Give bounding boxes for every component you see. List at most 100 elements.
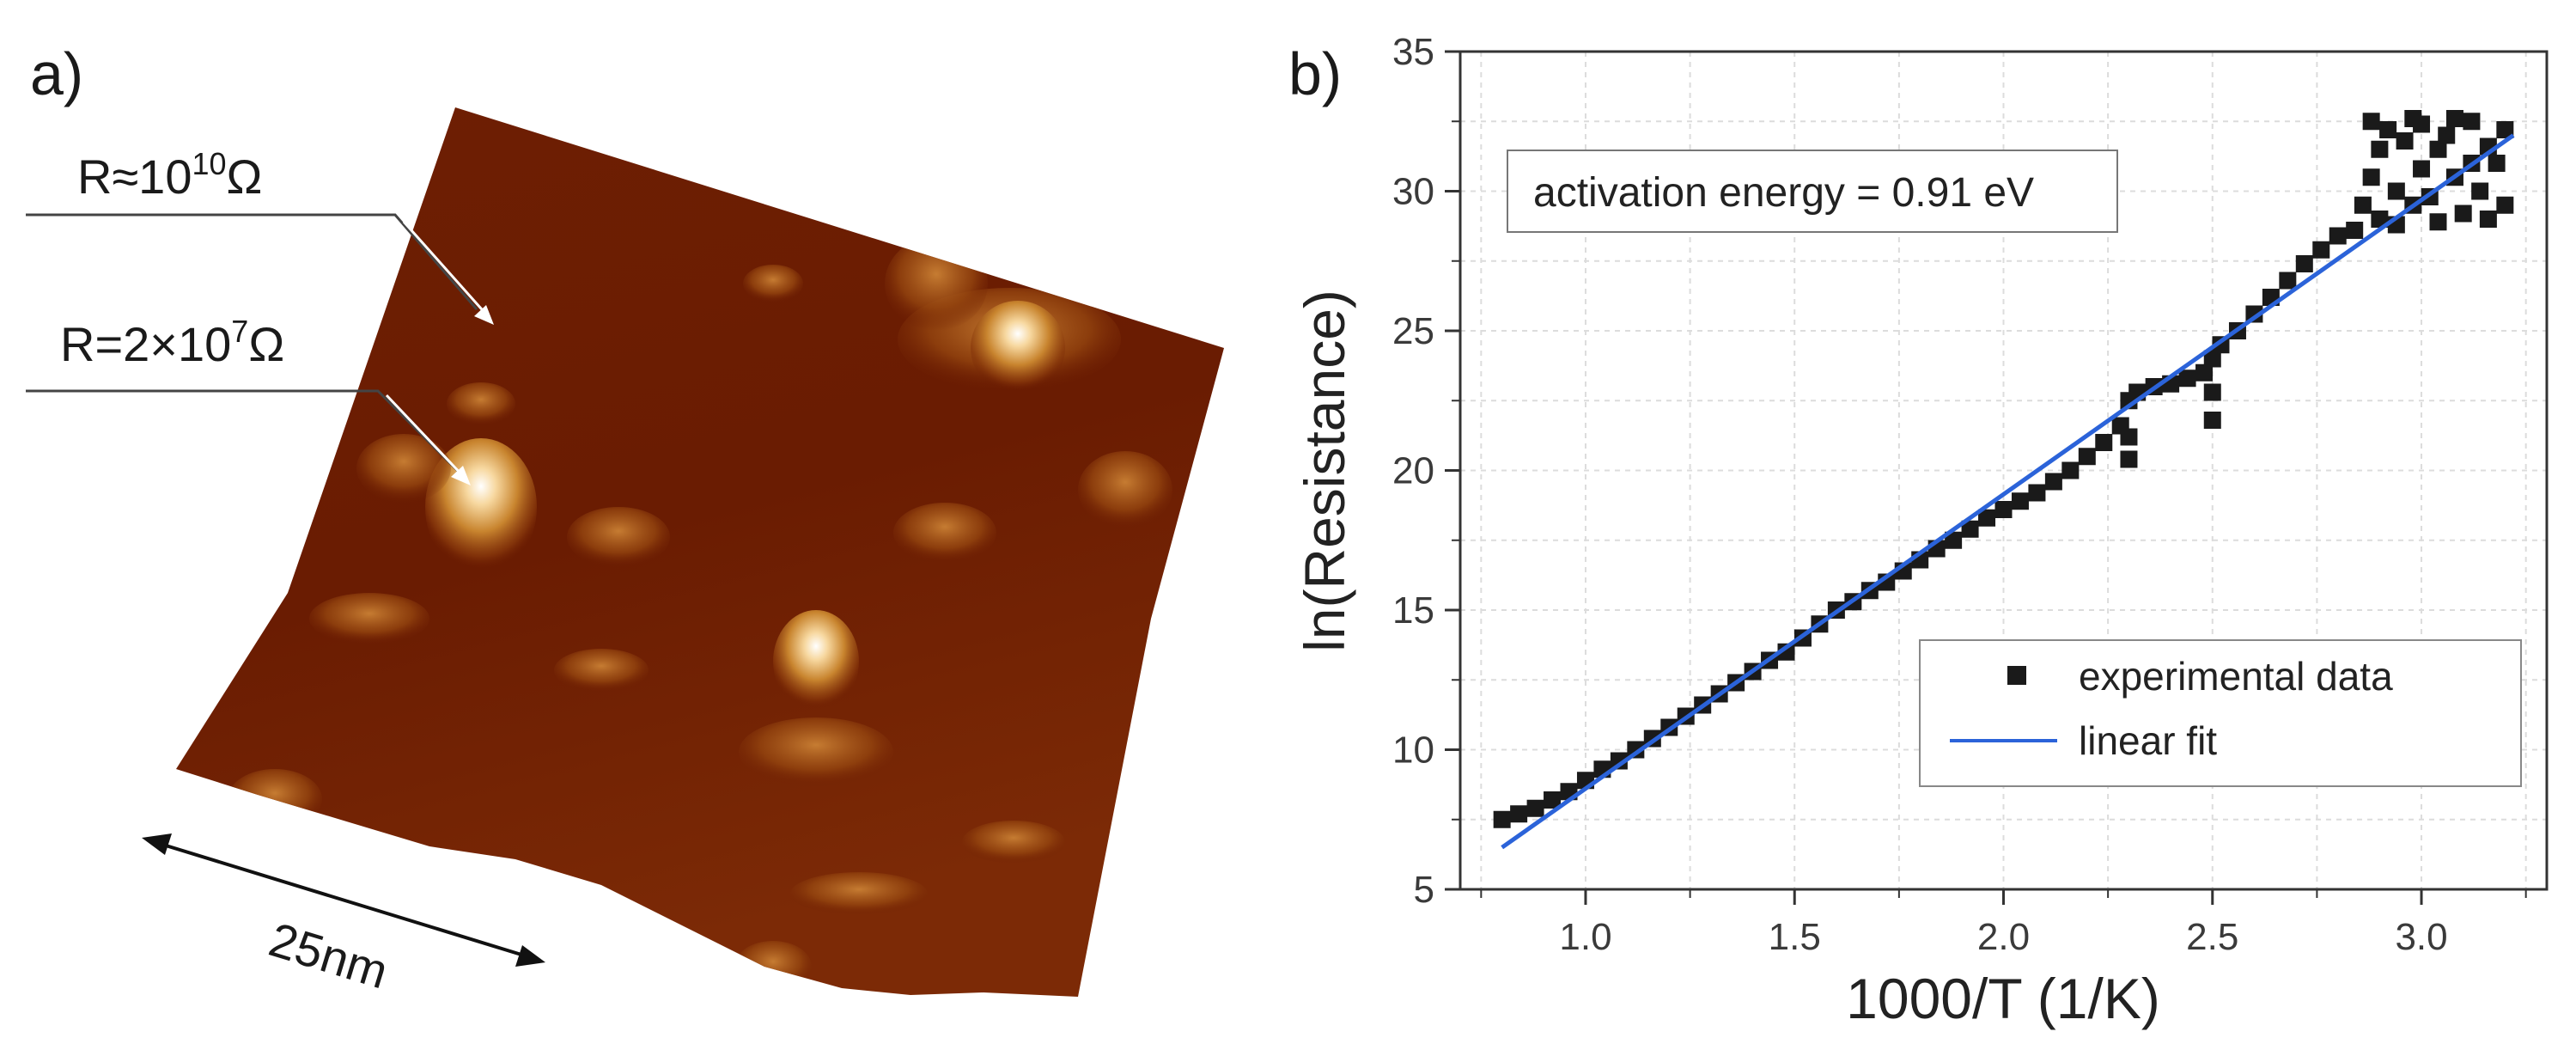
data-point <box>2371 211 2389 228</box>
activation-energy-chart: 1.0 1.5 2.0 2.5 3.0 5 10 15 20 25 30 35 1000/T (1/K… <box>1293 31 2549 1030</box>
data-point <box>2429 140 2447 158</box>
y-tick-label: 10 <box>1392 730 1434 772</box>
data-point <box>2371 140 2389 158</box>
y-tick-label: 30 <box>1392 171 1434 213</box>
y-tick-label: 35 <box>1392 31 1434 73</box>
afm-features <box>228 236 1172 992</box>
y-axis-title: ln(Resistance) <box>1293 290 1356 652</box>
leader-line <box>26 213 478 310</box>
annotation-box: activation energy = 0.91 eV <box>1507 150 2118 233</box>
data-point <box>2354 196 2372 214</box>
afm-peak <box>743 265 803 302</box>
afm-peak <box>554 649 649 692</box>
data-point <box>1493 810 1511 828</box>
data-point <box>2463 113 2481 131</box>
legend: experimental data linear fit <box>1919 639 2522 787</box>
data-point <box>2387 182 2405 200</box>
afm-peak <box>356 434 451 503</box>
legend-label-linear-fit: linear fit <box>2079 718 2217 763</box>
x-axis-title: 1000/T (1/K) <box>1846 967 2160 1030</box>
data-point <box>2471 182 2489 200</box>
data-point <box>2203 350 2221 368</box>
fit-line <box>1501 133 2515 850</box>
scale-bar-line <box>154 840 533 960</box>
data-point <box>2413 115 2431 133</box>
annotation-high-resistance: R≈1010Ω <box>26 146 494 325</box>
data-point <box>2279 272 2297 290</box>
legend-frame <box>1919 639 2522 787</box>
x-tick-label: 1.0 <box>1559 916 1611 958</box>
afm-peak <box>567 507 670 567</box>
panel-a-label: a) <box>30 40 83 107</box>
axis-ticks: 1.0 1.5 2.0 2.5 3.0 5 10 15 20 25 30 35 <box>1392 31 2527 958</box>
data-point <box>1610 752 1628 770</box>
afm-peak <box>893 503 996 563</box>
afm-peak <box>971 301 1065 395</box>
data-point <box>2011 492 2029 510</box>
afm-peak <box>1078 451 1172 528</box>
linear-fit <box>1501 133 2515 850</box>
data-point <box>2195 363 2214 382</box>
data-point <box>2396 132 2414 150</box>
x-tick-label: 2.5 <box>2186 916 2238 958</box>
data-point <box>2078 448 2096 466</box>
data-point <box>2061 461 2080 479</box>
data-point <box>2120 428 2138 446</box>
data-point <box>2044 473 2062 491</box>
y-tick-label: 15 <box>1392 589 1434 632</box>
annotation-high-resistance-label: R≈1010Ω <box>77 146 262 204</box>
data-point <box>2454 205 2472 223</box>
data-point <box>1945 531 1963 549</box>
arrow-head <box>474 305 494 325</box>
x-tick-label: 3.0 <box>2395 916 2447 958</box>
data-point <box>2438 126 2456 144</box>
data-point <box>2379 121 2397 138</box>
x-tick-label: 1.5 <box>1769 916 1821 958</box>
afm-peak <box>734 941 812 992</box>
data-point <box>1510 805 1528 823</box>
annotation-low-resistance-label: R=2×107Ω <box>60 314 284 371</box>
annotation-box-frame <box>1507 150 2118 233</box>
scale-bar-label: 25nm <box>263 912 393 998</box>
data-point <box>1544 791 1562 809</box>
data-point <box>2496 196 2514 214</box>
data-point <box>2178 369 2196 388</box>
data-point <box>2488 155 2506 172</box>
data-point <box>2429 213 2447 231</box>
scale-bar: 25nm <box>142 833 545 998</box>
afm-peak <box>228 769 322 829</box>
arrow-to-background <box>402 221 490 317</box>
data-point <box>2445 110 2463 127</box>
afm-peak <box>309 593 429 644</box>
afm-peak <box>447 382 515 425</box>
afm-topography <box>176 107 1224 997</box>
afm-peak <box>885 236 988 331</box>
data-point <box>2362 168 2380 186</box>
arrow-to-peak <box>385 394 466 479</box>
panel-b-label: b) <box>1288 40 1342 107</box>
afm-peak <box>962 821 1065 864</box>
arrow-head <box>451 466 471 485</box>
data-point <box>2413 160 2431 178</box>
data-point <box>2329 227 2347 245</box>
y-tick-label: 20 <box>1392 450 1434 492</box>
scale-bar-arrow-right <box>515 945 545 967</box>
y-tick-label: 25 <box>1392 310 1434 352</box>
legend-marker-experimental-data <box>2007 666 2026 685</box>
data-point <box>2203 383 2221 401</box>
data-point <box>2295 255 2313 272</box>
scale-bar-arrow-left <box>142 833 172 855</box>
afm-peak <box>425 438 537 576</box>
legend-label-experimental-data: experimental data <box>2079 654 2393 699</box>
data-point <box>2120 450 2138 468</box>
data-point <box>2479 211 2497 228</box>
data-point <box>1777 643 1795 661</box>
data-point <box>2312 241 2330 259</box>
data-point <box>2095 434 2113 451</box>
data-point <box>2346 222 2364 239</box>
data-point <box>2496 121 2514 138</box>
annotation-text: activation energy = 0.91 eV <box>1533 170 2034 216</box>
data-point <box>2362 113 2380 131</box>
data-point <box>2028 484 2046 502</box>
